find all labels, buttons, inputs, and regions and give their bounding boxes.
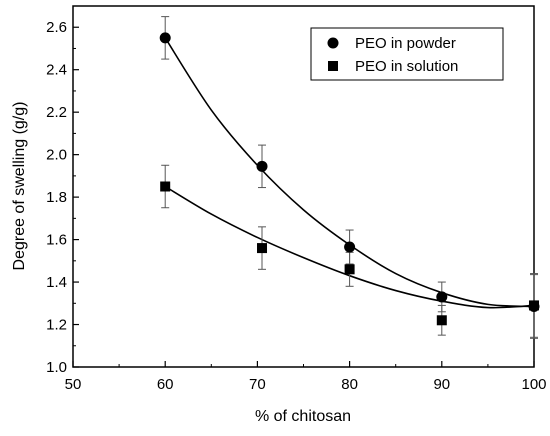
- y-tick-label: 1.6: [46, 232, 67, 249]
- legend-label-powder: PEO in powder: [355, 35, 456, 52]
- data-point-solution: [344, 264, 355, 275]
- y-tick-label: 2.2: [46, 104, 67, 121]
- x-tick-label: 60: [157, 376, 174, 393]
- y-tick-label: 2.0: [46, 147, 67, 164]
- y-tick-label: 1.4: [46, 274, 67, 291]
- x-tick-label: 80: [341, 376, 358, 393]
- data-point-solution: [257, 243, 268, 254]
- x-tick-label: 90: [433, 376, 450, 393]
- legend-marker-solution: [328, 61, 338, 71]
- data-point-powder: [159, 32, 171, 44]
- legend-marker-powder: [327, 37, 339, 49]
- data-point-powder: [256, 160, 268, 172]
- y-tick-label: 1.8: [46, 189, 67, 206]
- data-point-powder: [436, 291, 448, 303]
- x-axis-label: % of chitosan: [255, 408, 351, 425]
- x-tick-label: 70: [249, 376, 266, 393]
- y-tick-label: 1.2: [46, 317, 67, 334]
- y-tick-label: 1.0: [46, 359, 67, 376]
- y-tick-label: 2.4: [46, 62, 67, 79]
- x-tick-label: 50: [65, 376, 82, 393]
- data-point-powder: [344, 241, 356, 253]
- legend: PEO in powder PEO in solution: [310, 27, 504, 81]
- fit-curve-powder: [164, 37, 535, 308]
- legend-label-solution: PEO in solution: [355, 58, 458, 75]
- x-tick-label: 100: [521, 376, 546, 393]
- y-tick-label: 2.6: [46, 19, 67, 36]
- y-axis-label: Degree of swelling (g/g): [11, 102, 28, 271]
- data-point-solution: [160, 181, 171, 192]
- data-point-solution: [529, 300, 539, 311]
- data-point-solution: [436, 315, 447, 326]
- legend-box: [310, 27, 504, 81]
